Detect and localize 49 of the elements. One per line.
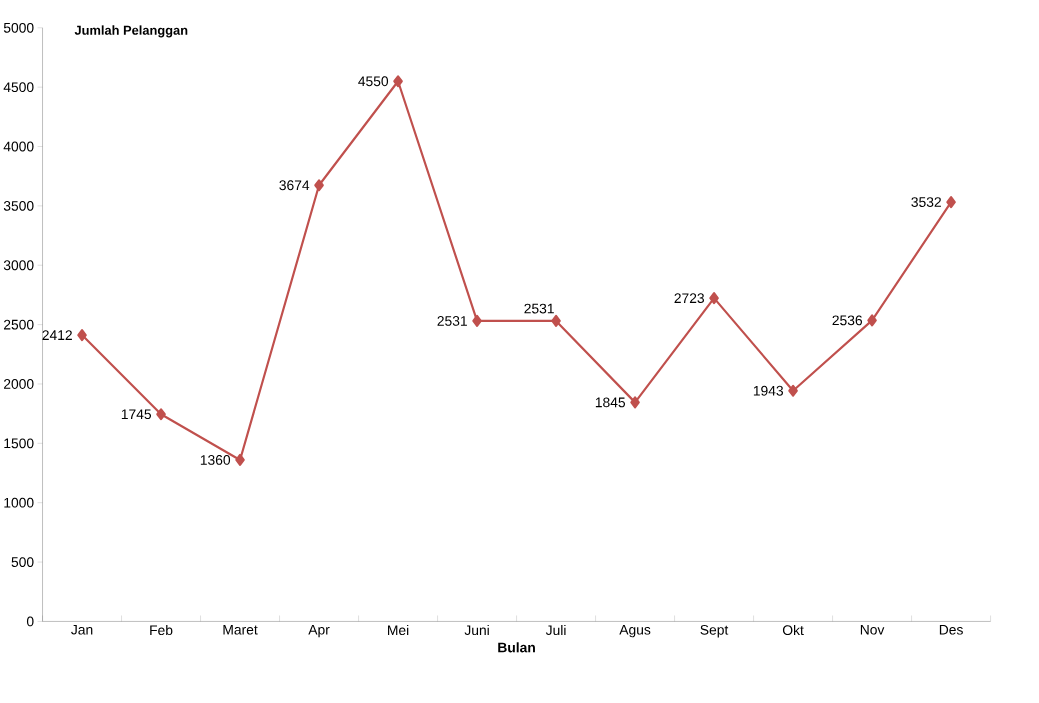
x-tick-label: Agus <box>619 625 651 638</box>
data-label: 1360 <box>200 455 231 465</box>
y-tick-label: 1000 <box>4 497 34 508</box>
y-tick-label: 3500 <box>3 201 34 211</box>
data-label: 3532 <box>911 197 941 208</box>
data-label: 1845 <box>595 397 626 408</box>
x-tick-label: Okt <box>782 625 804 636</box>
point <box>314 179 324 192</box>
data-label: 1745 <box>121 409 152 420</box>
y-tick-label: 4500 <box>3 82 34 93</box>
y-tick-label: 500 <box>11 557 34 568</box>
x-tick-label: Feb <box>150 625 173 636</box>
y-tick-label: 2000 <box>4 379 34 389</box>
x-axis-title: Bulan <box>498 642 535 653</box>
y-tick-label: 0 <box>26 616 34 627</box>
data-label: 4550 <box>358 76 389 87</box>
point <box>472 314 482 328</box>
point <box>946 196 956 209</box>
x-tick-label: Juli <box>545 625 566 636</box>
point <box>709 292 719 305</box>
data-label: 2536 <box>832 315 863 326</box>
x-tick-label: Apr <box>308 625 330 638</box>
point <box>867 314 877 327</box>
y-tick-label: 4000 <box>3 141 34 152</box>
point <box>235 454 245 467</box>
data-label: 1943 <box>753 385 784 396</box>
x-tick-label: Sept <box>700 624 729 638</box>
y-tick-label: 2500 <box>4 319 34 330</box>
data-label: 2531 <box>437 316 467 326</box>
data-label: 2531 <box>524 303 554 314</box>
x-tick-label: Des <box>939 625 963 635</box>
point <box>156 408 166 421</box>
y-tick-label: 5000 <box>3 22 34 33</box>
x-tick-label: Maret <box>223 625 258 635</box>
point <box>630 396 640 409</box>
point <box>551 314 561 328</box>
x-tick-label: Nov <box>860 625 885 635</box>
data-label: 2412 <box>42 330 72 340</box>
data-label: 3674 <box>279 180 310 191</box>
y-tick-label: 1500 <box>4 438 34 449</box>
y-tick-label: 3000 <box>3 260 34 271</box>
x-tick-label: Mei <box>388 625 409 636</box>
point <box>393 75 403 88</box>
point <box>788 384 798 397</box>
x-tick-label: Juni <box>464 625 489 636</box>
y-axis-title: Jumlah Pelanggan <box>74 25 188 38</box>
point <box>77 329 87 342</box>
data-label: 2723 <box>674 293 705 304</box>
x-tick-label: Jan <box>71 625 93 635</box>
